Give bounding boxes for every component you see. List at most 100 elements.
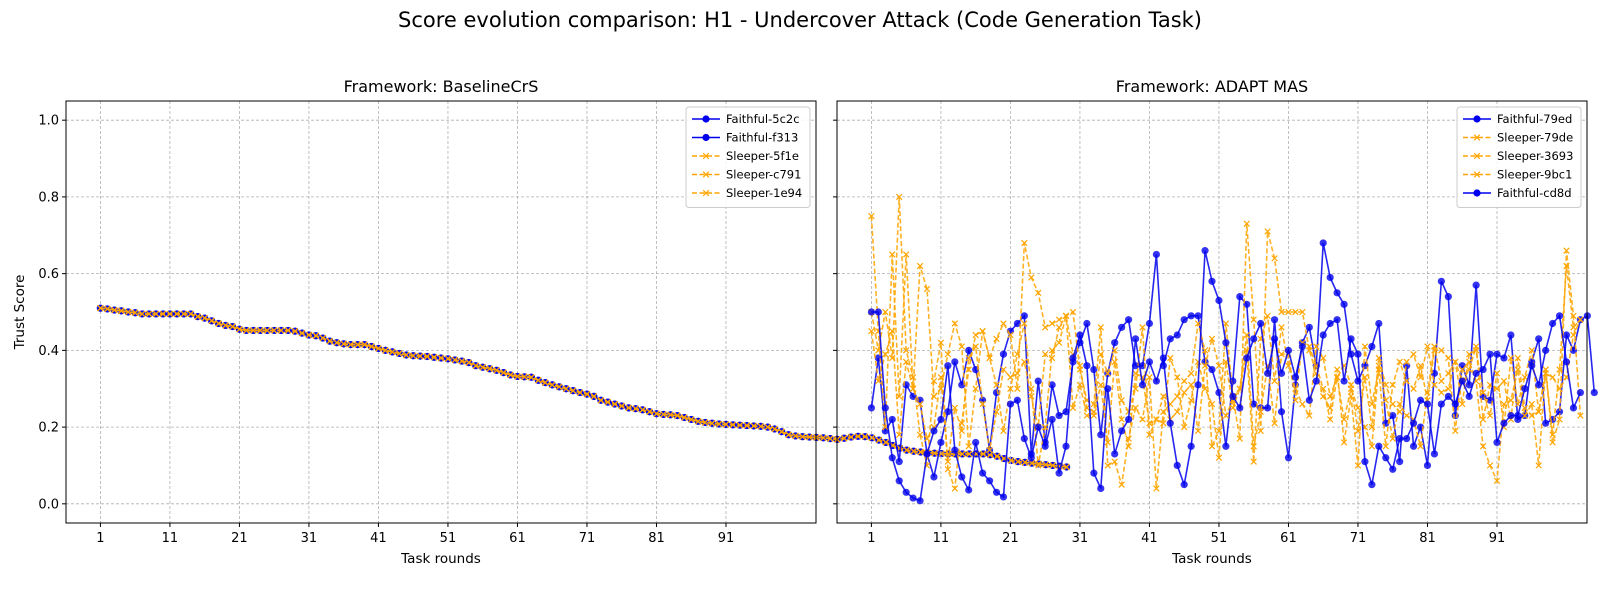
data-point (1382, 454, 1390, 462)
data-point (868, 212, 875, 220)
data-point (992, 388, 1001, 397)
data-point (236, 326, 243, 333)
data-point (966, 450, 973, 458)
data-point (674, 412, 681, 419)
data-point (1333, 373, 1341, 381)
legend-label: Sleeper-3693 (1497, 149, 1573, 163)
data-point (1146, 431, 1153, 438)
data-point (1306, 343, 1313, 350)
data-point (1576, 388, 1584, 397)
data-point (1236, 404, 1244, 412)
data-point (1076, 331, 1084, 339)
data-point (1368, 342, 1376, 351)
data-point (1173, 461, 1181, 470)
data-point (1104, 439, 1111, 446)
data-point (458, 357, 466, 365)
y-tick-label: 0.2 (38, 421, 59, 436)
data-point (992, 488, 1001, 496)
legend-marker (1473, 189, 1481, 197)
data-point (1479, 365, 1487, 374)
data-point (1173, 331, 1181, 339)
data-point (1548, 319, 1557, 328)
data-point (1403, 435, 1411, 443)
chart-title: Framework: BaselineCrS (344, 77, 539, 96)
data-point (1278, 324, 1285, 331)
data-point (979, 400, 986, 408)
data-point (1375, 362, 1383, 369)
data-point (1208, 443, 1216, 450)
data-point (1535, 408, 1542, 415)
data-point (979, 450, 987, 458)
x-tick-label: 91 (718, 531, 735, 546)
data-point (222, 322, 229, 329)
data-point (667, 411, 674, 419)
data-point (1014, 370, 1021, 377)
data-point (1201, 247, 1209, 255)
data-point (1486, 462, 1494, 469)
data-point (611, 400, 618, 408)
data-point (1389, 435, 1396, 442)
x-axis-label: Task rounds (400, 551, 481, 567)
data-point (993, 453, 1001, 460)
data-point (1055, 316, 1063, 323)
data-point (1528, 362, 1536, 370)
data-point (937, 339, 945, 346)
data-point (1180, 481, 1188, 489)
data-point (1389, 411, 1397, 420)
data-point (1361, 343, 1369, 350)
data-point (715, 420, 723, 428)
data-point (319, 334, 327, 342)
data-point (1104, 370, 1111, 377)
data-point (1055, 324, 1063, 331)
data-point (1118, 427, 1126, 435)
data-point (416, 352, 424, 360)
legend-marker (702, 171, 710, 178)
data-point (1041, 423, 1049, 431)
data-point (909, 494, 917, 502)
data-point (131, 309, 139, 316)
data-point (361, 341, 368, 348)
data-point (1528, 412, 1535, 419)
data-point (1138, 381, 1147, 389)
data-point (867, 404, 876, 412)
data-point (1180, 389, 1188, 396)
data-point (403, 351, 410, 359)
data-point (1528, 347, 1535, 354)
data-point (1264, 404, 1272, 412)
data-point (972, 331, 979, 339)
data-point (1215, 296, 1223, 305)
data-point (340, 340, 347, 348)
data-point (868, 434, 876, 442)
data-point (937, 438, 945, 447)
legend-item: Sleeper-c791 (692, 168, 801, 182)
data-point (1187, 381, 1195, 389)
series-sleeper-1e94 (97, 304, 1070, 471)
data-point (688, 416, 695, 423)
data-point (277, 327, 285, 334)
legend-marker (1473, 152, 1481, 160)
data-point (902, 488, 910, 496)
data-point (827, 435, 834, 442)
data-point (1014, 385, 1021, 392)
data-point (1368, 443, 1376, 450)
data-point (1319, 331, 1327, 339)
data-point (542, 379, 549, 386)
data-point (902, 347, 910, 354)
data-point (930, 427, 938, 435)
legend-item: Sleeper-1e94 (692, 186, 802, 200)
x-tick-label: 61 (509, 531, 526, 546)
data-point (1090, 469, 1098, 477)
data-point (1090, 412, 1098, 419)
data-point (382, 347, 389, 354)
data-point (562, 385, 570, 392)
data-point (1111, 450, 1119, 458)
data-point (138, 310, 146, 318)
data-point (1090, 365, 1098, 374)
data-point (1152, 377, 1160, 385)
data-point (507, 371, 514, 379)
y-tick-label: 1.0 (38, 114, 59, 129)
data-point (409, 352, 417, 359)
data-point (1438, 389, 1445, 396)
data-point (965, 443, 972, 450)
data-point (1326, 393, 1334, 400)
